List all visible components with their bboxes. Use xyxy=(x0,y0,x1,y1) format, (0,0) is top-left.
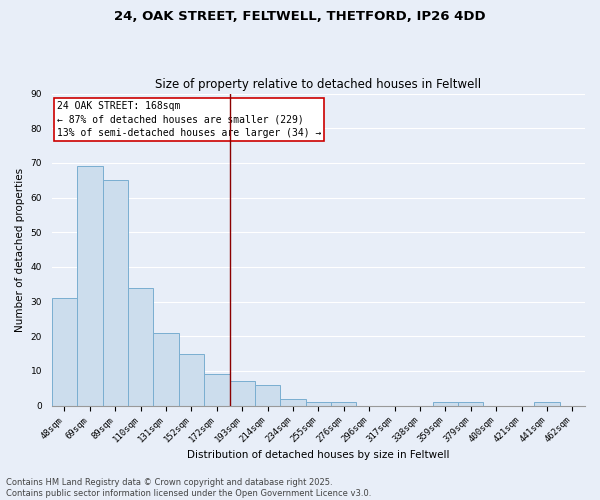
Y-axis label: Number of detached properties: Number of detached properties xyxy=(15,168,25,332)
Bar xyxy=(280,398,305,406)
Title: Size of property relative to detached houses in Feltwell: Size of property relative to detached ho… xyxy=(155,78,481,91)
Bar xyxy=(331,402,356,406)
Text: Contains HM Land Registry data © Crown copyright and database right 2025.
Contai: Contains HM Land Registry data © Crown c… xyxy=(6,478,371,498)
Bar xyxy=(77,166,103,406)
Bar xyxy=(230,382,255,406)
Bar xyxy=(433,402,458,406)
Bar xyxy=(103,180,128,406)
Bar xyxy=(179,354,204,406)
Bar xyxy=(255,385,280,406)
Bar xyxy=(154,333,179,406)
Bar xyxy=(52,298,77,406)
Text: 24, OAK STREET, FELTWELL, THETFORD, IP26 4DD: 24, OAK STREET, FELTWELL, THETFORD, IP26… xyxy=(114,10,486,23)
Bar xyxy=(305,402,331,406)
X-axis label: Distribution of detached houses by size in Feltwell: Distribution of detached houses by size … xyxy=(187,450,449,460)
Bar xyxy=(128,288,154,406)
Text: 24 OAK STREET: 168sqm
← 87% of detached houses are smaller (229)
13% of semi-det: 24 OAK STREET: 168sqm ← 87% of detached … xyxy=(57,102,322,138)
Bar xyxy=(534,402,560,406)
Bar xyxy=(204,374,230,406)
Bar xyxy=(458,402,484,406)
